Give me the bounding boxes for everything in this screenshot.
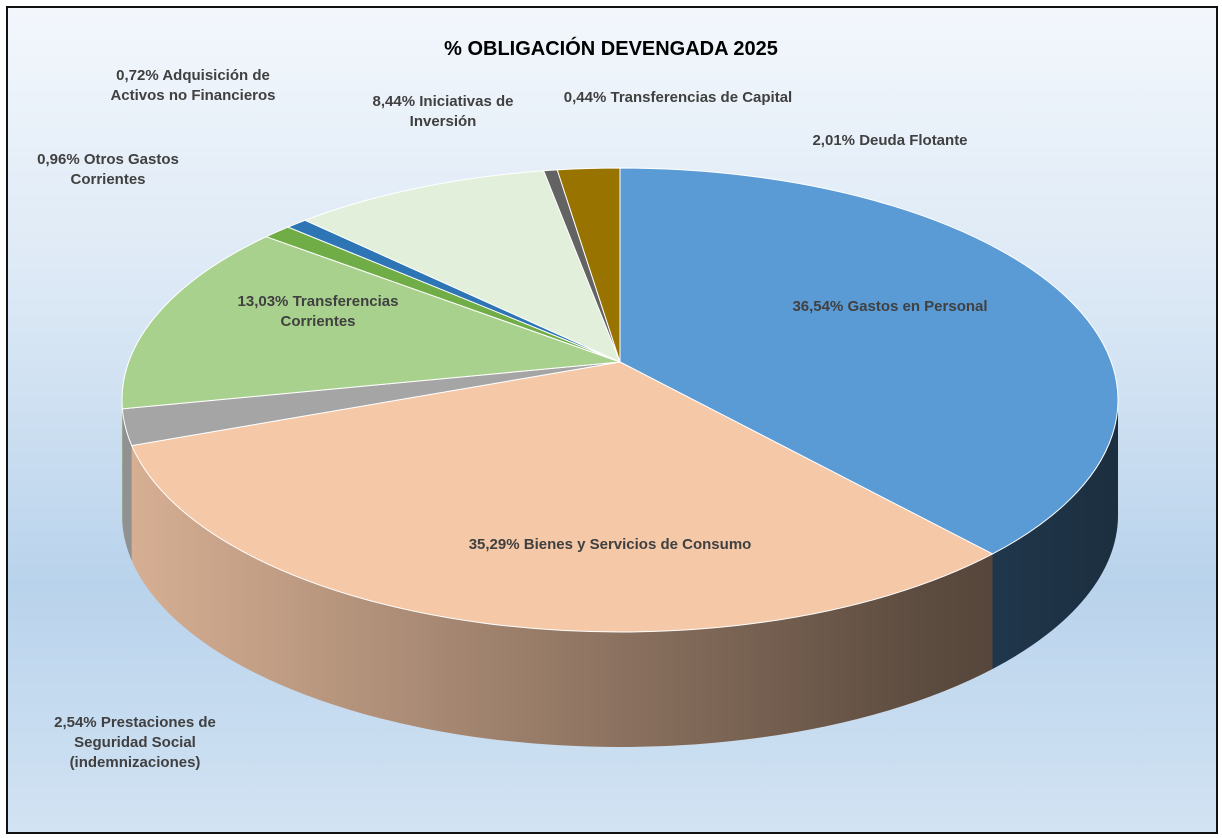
label-category: Bienes y Servicios de Consumo [523, 536, 752, 553]
slice [121, 236, 621, 410]
data-label: 0,72% Adquisición de Activos no Financie… [93, 66, 293, 106]
label-value: 0,96% [37, 151, 80, 168]
data-label: 8,44% Iniciativas de Inversión [358, 92, 528, 132]
label-value: 2,54% [54, 714, 97, 731]
slice [619, 167, 1119, 555]
label-value: 8,44% [372, 93, 416, 110]
label-category: Prestaciones de Seguridad Social (indemn… [69, 714, 216, 771]
data-label: 2,01% Deuda Flotante [760, 131, 1020, 151]
data-label: 2,54% Prestaciones de Seguridad Social (… [35, 713, 235, 773]
data-label: 0,44% Transferencias de Capital [518, 88, 838, 108]
slice [303, 170, 621, 363]
slice [131, 361, 994, 633]
label-value: 36,54% [792, 298, 844, 315]
side-shade [122, 408, 132, 561]
side-shade [992, 400, 1118, 669]
label-category: Transferencias de Capital [610, 89, 793, 106]
data-label: 0,96% Otros Gastos Corrientes [23, 150, 193, 190]
label-value: 35,29% [468, 536, 520, 553]
data-label: 35,29% Bienes y Servicios de Consumo [400, 535, 820, 555]
label-value: 13,03% [237, 293, 289, 310]
label-category: Gastos en Personal [847, 298, 988, 315]
side-shade [131, 445, 993, 747]
label-value: 0,44% [563, 89, 607, 106]
label-value: 0,72% [116, 67, 159, 84]
label-category: Deuda Flotante [859, 132, 968, 149]
label-category: Iniciativas de Inversión [409, 93, 514, 130]
slice [556, 167, 621, 363]
label-category: Transferencias Corrientes [280, 293, 399, 330]
data-label: 13,03% Transferencias Corrientes [213, 292, 423, 332]
label-category: Adquisición de Activos no Financieros [110, 67, 276, 104]
data-label: 36,54% Gastos en Personal [690, 297, 1090, 317]
label-category: Otros Gastos Corrientes [70, 151, 179, 188]
label-value: 2,01% [812, 132, 856, 149]
chart-title: % OBLIGACIÓN DEVENGADA 2025 [444, 38, 778, 60]
